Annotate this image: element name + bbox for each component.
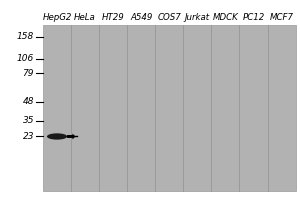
Text: 48: 48: [22, 97, 34, 106]
Text: MCF7: MCF7: [270, 13, 294, 22]
Text: 35: 35: [22, 116, 34, 125]
Text: 106: 106: [17, 54, 34, 63]
Text: A549: A549: [130, 13, 152, 22]
Text: MDCK: MDCK: [213, 13, 238, 22]
FancyArrow shape: [67, 134, 76, 139]
Text: PC12: PC12: [242, 13, 265, 22]
Bar: [43, 25, 296, 191]
Text: 23: 23: [22, 132, 34, 141]
Text: 79: 79: [22, 69, 34, 78]
Text: HepG2: HepG2: [42, 13, 72, 22]
Text: HeLa: HeLa: [74, 13, 96, 22]
Ellipse shape: [47, 133, 67, 140]
Text: COS7: COS7: [158, 13, 181, 22]
Text: Jurkat: Jurkat: [185, 13, 210, 22]
Text: HT29: HT29: [102, 13, 124, 22]
Text: 158: 158: [17, 32, 34, 41]
